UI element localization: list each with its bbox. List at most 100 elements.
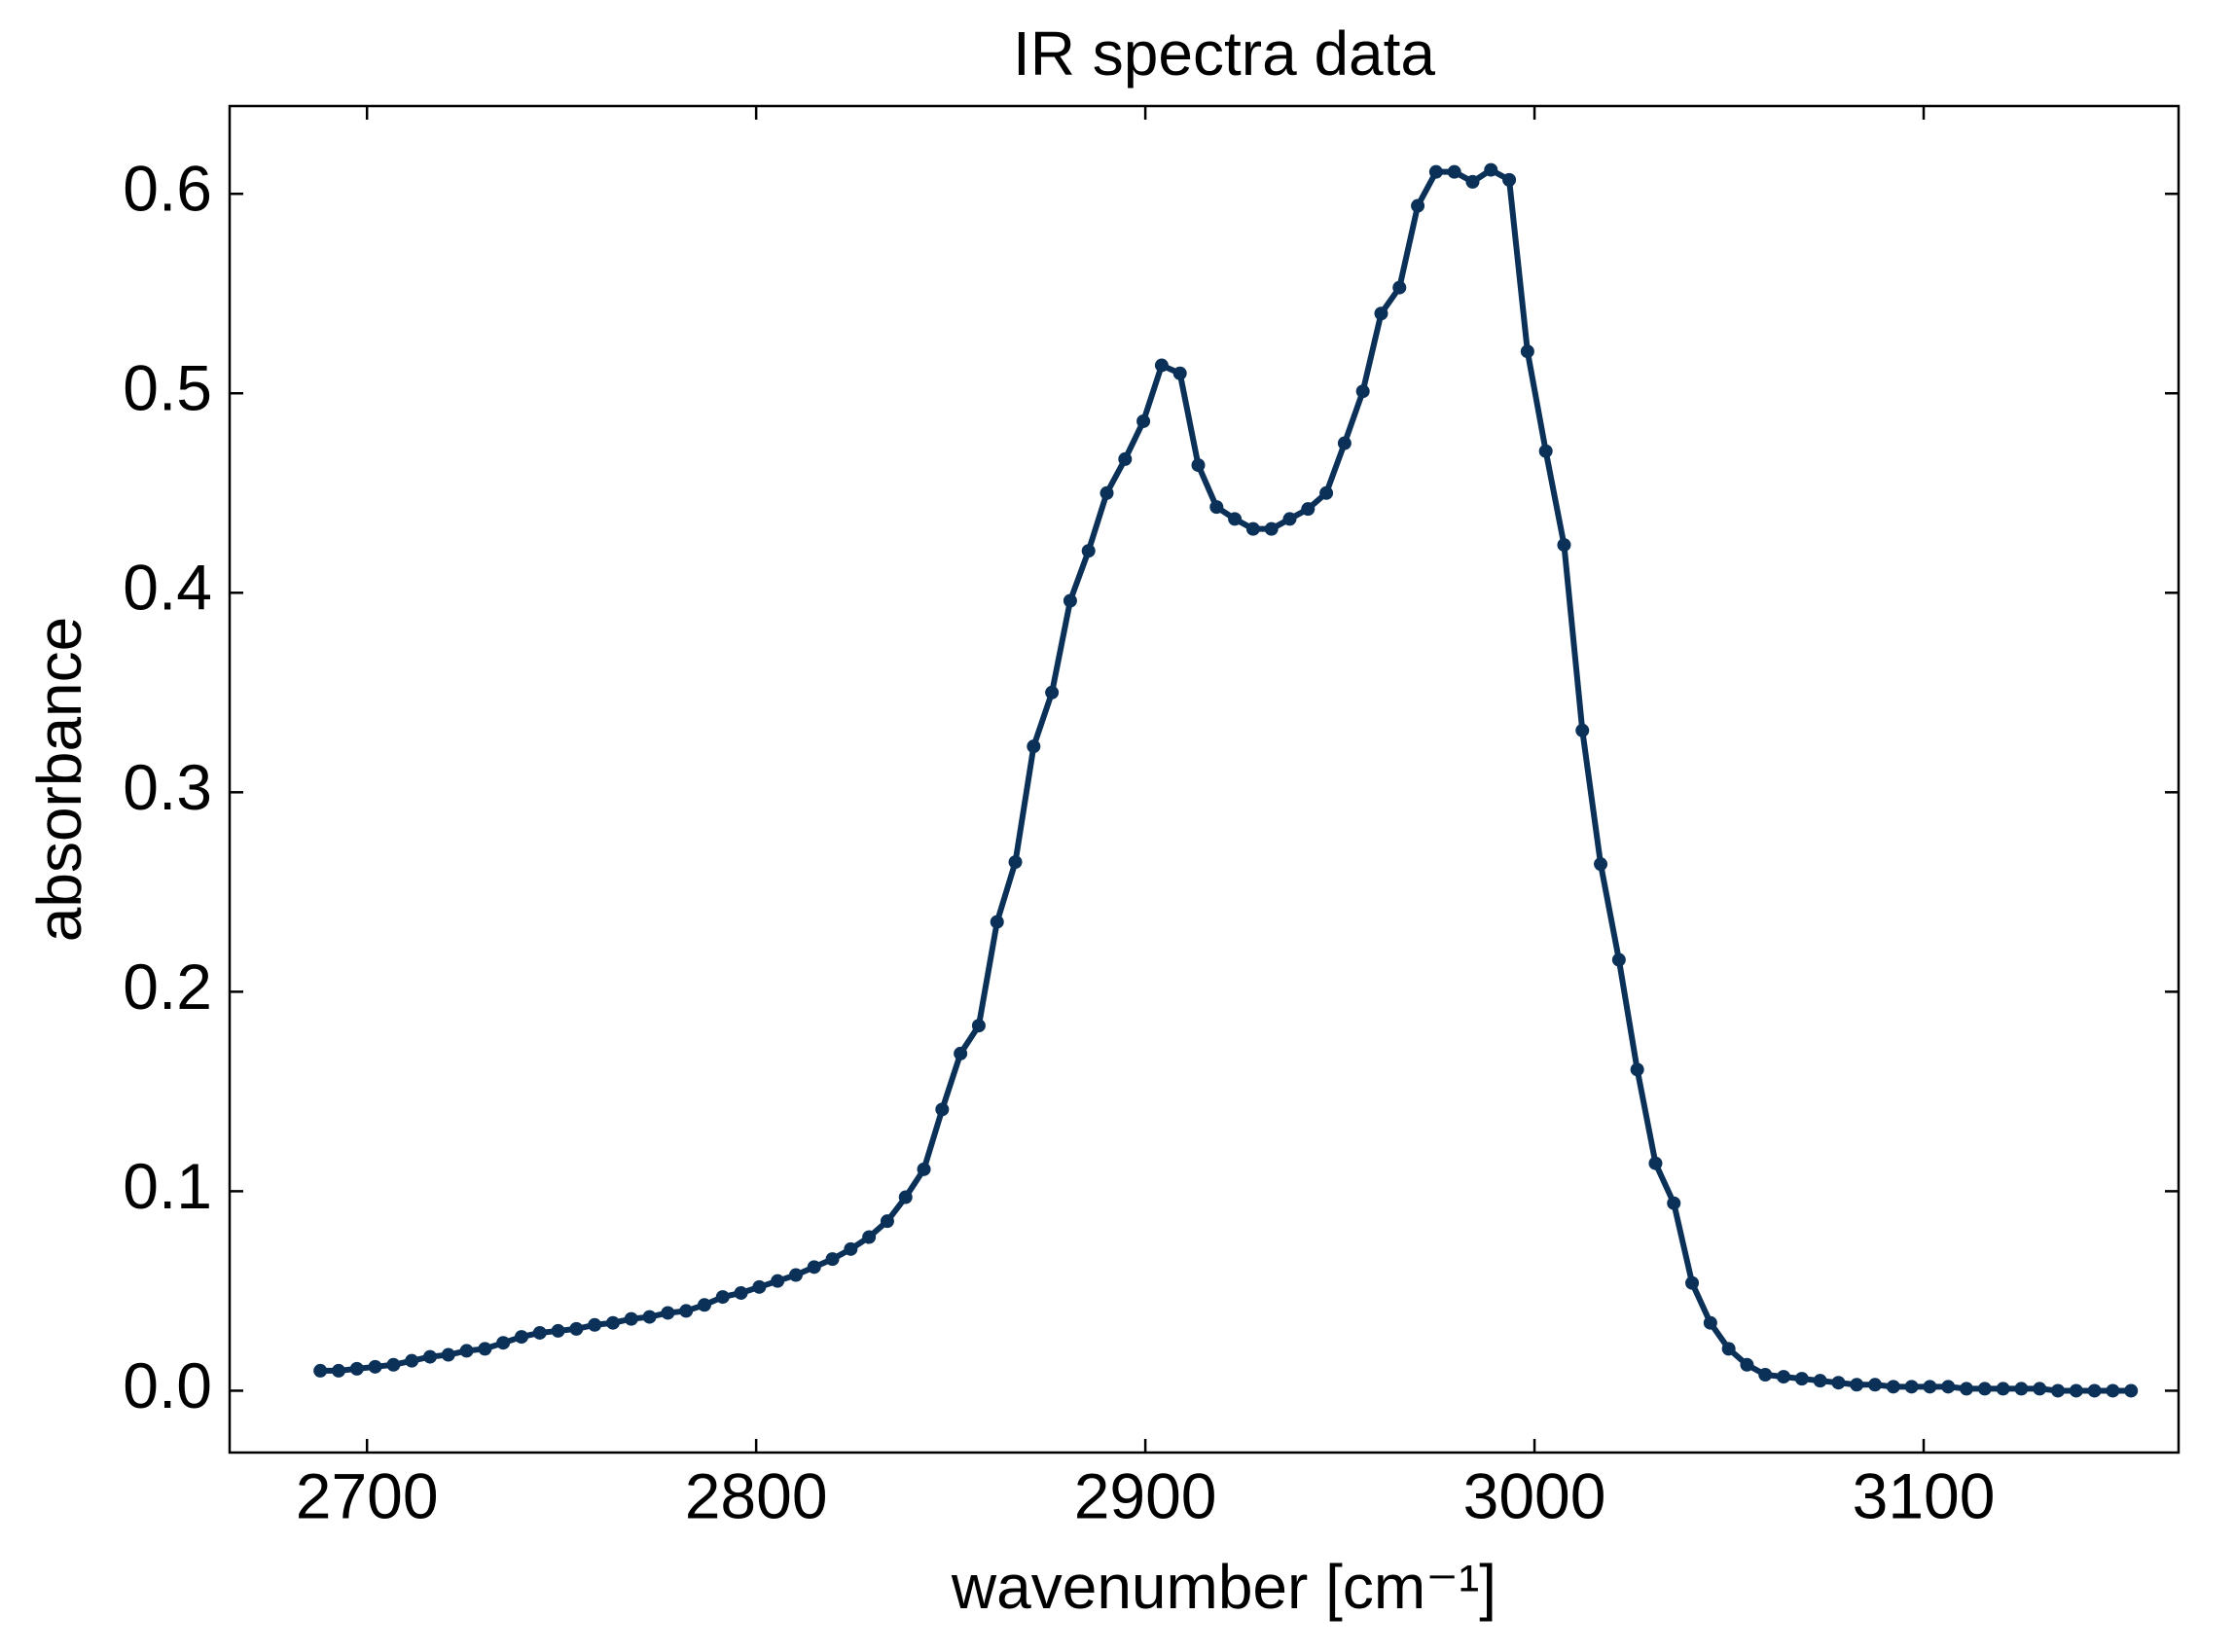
data-point — [1630, 1062, 1644, 1077]
data-point — [2033, 1382, 2047, 1396]
data-point — [2087, 1383, 2102, 1398]
data-point — [313, 1363, 328, 1378]
data-point — [1886, 1380, 1900, 1394]
data-point — [624, 1311, 638, 1326]
data-point — [569, 1321, 584, 1336]
data-point — [679, 1304, 694, 1318]
data-point — [1703, 1315, 1717, 1330]
x-axis-label: wavenumber [cm⁻¹] — [951, 1552, 1496, 1622]
y-tick-label: 0.6 — [123, 153, 212, 225]
data-point — [954, 1046, 968, 1060]
data-point — [1575, 723, 1590, 737]
data-point — [1301, 502, 1316, 517]
data-point — [1337, 436, 1352, 450]
y-tick-label: 0.2 — [123, 951, 212, 1023]
data-point — [349, 1361, 364, 1376]
data-point — [1008, 855, 1023, 870]
data-point — [1721, 1342, 1736, 1356]
data-point — [1923, 1380, 1937, 1394]
data-point — [1538, 444, 1553, 458]
data-point — [661, 1306, 675, 1320]
data-point — [478, 1342, 492, 1356]
data-point — [1685, 1275, 1700, 1290]
data-point — [1996, 1382, 2010, 1396]
data-point — [1794, 1372, 1809, 1386]
data-point — [532, 1325, 547, 1340]
data-point — [1136, 413, 1151, 428]
data-point — [1245, 521, 1260, 536]
data-point — [1154, 358, 1169, 373]
data-point — [551, 1323, 565, 1338]
x-tick-label: 2900 — [1074, 1459, 1217, 1531]
data-point — [1941, 1380, 1956, 1394]
data-point — [1027, 739, 1041, 754]
data-point — [990, 915, 1004, 929]
data-point — [1319, 485, 1334, 500]
data-point — [1045, 685, 1060, 700]
data-point — [715, 1290, 730, 1305]
data-point — [1740, 1357, 1754, 1372]
data-point — [1960, 1382, 1974, 1396]
data-point — [1813, 1374, 1827, 1388]
data-point — [1411, 198, 1425, 213]
data-point — [496, 1336, 511, 1350]
data-point — [1118, 451, 1133, 466]
data-point — [368, 1359, 382, 1374]
data-point — [788, 1268, 803, 1282]
y-axis-label: absorbance — [24, 617, 94, 942]
x-tick-label: 3000 — [1463, 1459, 1606, 1531]
data-point — [1904, 1380, 1919, 1394]
data-point — [1868, 1378, 1883, 1392]
data-point — [862, 1230, 877, 1244]
data-point — [605, 1315, 620, 1330]
data-point — [331, 1363, 345, 1378]
data-point — [441, 1347, 455, 1362]
data-point — [880, 1214, 894, 1229]
data-point — [1172, 366, 1187, 380]
data-point — [1428, 164, 1443, 179]
data-point — [1611, 952, 1626, 967]
y-tick-label: 0.5 — [123, 352, 212, 424]
x-tick-label: 2800 — [685, 1459, 828, 1531]
data-point — [1374, 306, 1388, 321]
data-point — [935, 1102, 950, 1117]
data-point — [422, 1349, 437, 1364]
chart-title: IR spectra data — [1013, 18, 1435, 89]
data-point — [588, 1317, 602, 1332]
y-tick-label: 0.1 — [123, 1150, 212, 1222]
y-tick-label: 0.4 — [123, 552, 212, 624]
data-point — [1520, 344, 1534, 359]
data-point — [514, 1330, 528, 1345]
data-point — [1191, 458, 1206, 473]
data-point — [1758, 1368, 1773, 1383]
data-point — [1594, 857, 1608, 872]
data-point — [1502, 172, 1517, 187]
data-point — [1209, 500, 1224, 515]
data-point — [1850, 1378, 1864, 1392]
data-point — [807, 1260, 821, 1275]
data-point — [844, 1241, 858, 1256]
data-point — [917, 1162, 931, 1176]
data-point — [1063, 593, 1077, 608]
data-point — [971, 1019, 986, 1033]
data-point — [1465, 174, 1480, 189]
data-point — [1447, 164, 1461, 179]
data-point — [642, 1310, 657, 1324]
data-point — [1228, 512, 1243, 526]
data-point — [825, 1252, 840, 1267]
plot-frame — [228, 104, 2181, 1454]
data-point — [2051, 1383, 2066, 1398]
data-point — [771, 1274, 785, 1288]
data-point — [1264, 521, 1279, 536]
data-point — [1081, 544, 1096, 558]
data-point — [1099, 485, 1114, 500]
data-point — [697, 1298, 711, 1312]
x-tick-label: 3100 — [1853, 1459, 1996, 1531]
data-point — [1667, 1196, 1681, 1210]
data-point — [1484, 162, 1498, 177]
data-point — [2124, 1383, 2139, 1398]
data-point — [734, 1285, 748, 1300]
y-tick-label: 0.3 — [123, 751, 212, 823]
data-point — [1557, 538, 1571, 553]
